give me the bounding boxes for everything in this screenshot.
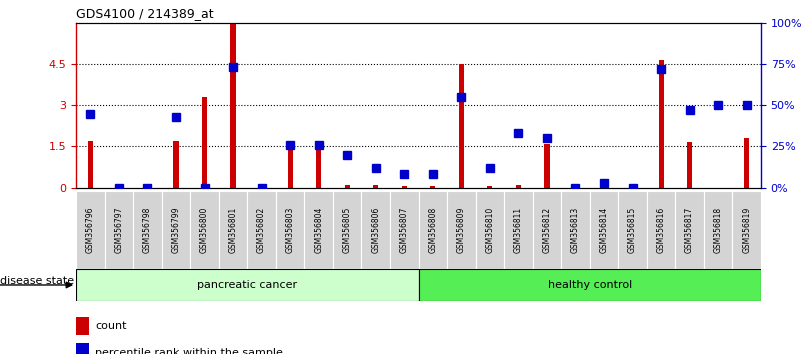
Text: GSM356796: GSM356796 [86, 207, 95, 253]
Bar [504, 191, 533, 269]
Text: GSM356811: GSM356811 [514, 207, 523, 253]
Text: GSM356808: GSM356808 [429, 207, 437, 253]
Bar [675, 191, 704, 269]
Bar [487, 186, 493, 188]
Text: GSM356802: GSM356802 [257, 207, 266, 253]
Bar [658, 60, 664, 188]
Bar [545, 144, 549, 188]
Bar [76, 317, 89, 336]
Text: GSM356818: GSM356818 [714, 207, 723, 253]
Bar [430, 186, 436, 188]
Bar [459, 64, 464, 188]
Text: count: count [95, 321, 127, 331]
Bar [191, 191, 219, 269]
Text: GSM356800: GSM356800 [200, 207, 209, 253]
Bar [202, 97, 207, 188]
Bar [418, 269, 761, 301]
Text: GSM356810: GSM356810 [485, 207, 494, 253]
Text: GSM356807: GSM356807 [400, 207, 409, 253]
Text: GSM356813: GSM356813 [571, 207, 580, 253]
Text: healthy control: healthy control [548, 280, 632, 290]
Bar [88, 141, 93, 188]
Bar [447, 191, 476, 269]
Bar [76, 343, 89, 354]
Bar [248, 191, 276, 269]
Bar [219, 191, 248, 269]
Bar [590, 191, 618, 269]
Bar [562, 191, 590, 269]
Text: GSM356819: GSM356819 [743, 207, 751, 253]
Text: GSM356798: GSM356798 [143, 207, 152, 253]
Text: GSM356799: GSM356799 [171, 207, 180, 253]
Bar [646, 191, 675, 269]
Text: GSM356814: GSM356814 [599, 207, 609, 253]
Bar [316, 149, 321, 188]
Text: GSM356815: GSM356815 [628, 207, 637, 253]
Bar [105, 191, 133, 269]
Bar [173, 141, 179, 188]
Text: GSM356801: GSM356801 [228, 207, 238, 253]
Text: GSM356803: GSM356803 [286, 207, 295, 253]
Bar [361, 191, 390, 269]
Bar [288, 147, 292, 188]
Bar [333, 191, 361, 269]
Bar [401, 186, 407, 188]
Bar [344, 185, 350, 188]
Bar [231, 23, 235, 188]
Text: GSM356812: GSM356812 [542, 207, 551, 253]
Bar [276, 191, 304, 269]
Bar [133, 191, 162, 269]
Text: GSM356817: GSM356817 [685, 207, 694, 253]
Text: GSM356816: GSM356816 [657, 207, 666, 253]
Text: GSM356809: GSM356809 [457, 207, 466, 253]
Bar [76, 269, 418, 301]
Bar [732, 191, 761, 269]
Bar [744, 138, 749, 188]
Text: GSM356805: GSM356805 [343, 207, 352, 253]
Bar [618, 191, 646, 269]
Text: GSM356804: GSM356804 [314, 207, 323, 253]
Bar [304, 191, 333, 269]
Bar [687, 142, 692, 188]
Text: GSM356806: GSM356806 [371, 207, 380, 253]
Text: GSM356797: GSM356797 [115, 207, 123, 253]
Text: pancreatic cancer: pancreatic cancer [197, 280, 297, 290]
Bar [476, 191, 504, 269]
Text: disease state: disease state [0, 276, 74, 286]
Bar [533, 191, 562, 269]
Bar [76, 191, 105, 269]
Text: percentile rank within the sample: percentile rank within the sample [95, 348, 284, 354]
Bar [418, 191, 447, 269]
Bar [390, 191, 418, 269]
Bar [704, 191, 732, 269]
Text: GDS4100 / 214389_at: GDS4100 / 214389_at [76, 7, 214, 21]
Bar [516, 185, 521, 188]
Bar [162, 191, 190, 269]
Bar [373, 185, 378, 188]
